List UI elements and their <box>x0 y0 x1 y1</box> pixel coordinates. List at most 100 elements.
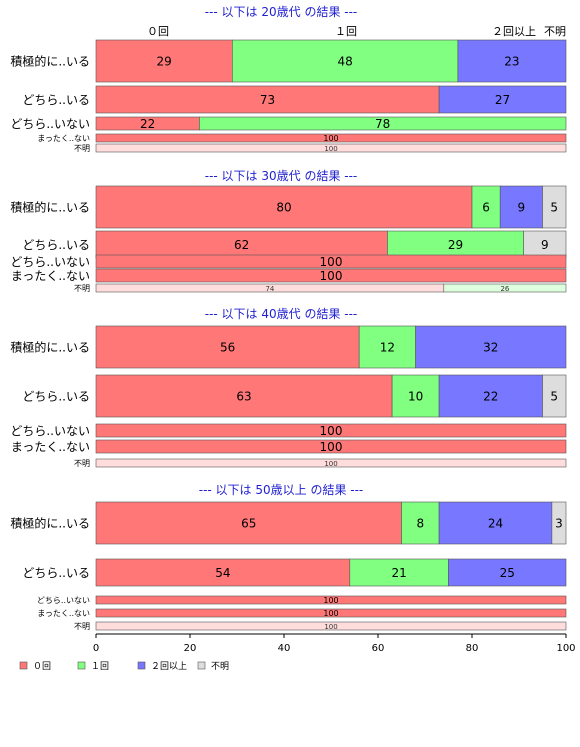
data-label: 62 <box>234 238 249 252</box>
data-label: 78 <box>375 117 390 131</box>
row-label: 積極的に..いる <box>10 54 90 69</box>
row-label: 積極的に..いる <box>10 200 90 215</box>
chart-panel: --- 以下は 30歳代 の結果 --- 積極的に..いる 80 6 9 5 どちら..いる… <box>10 169 567 293</box>
data-label: 9 <box>541 238 549 252</box>
bar-segment <box>95 325 360 369</box>
data-label: 100 <box>323 609 338 618</box>
legend-swatch <box>19 661 28 670</box>
data-label: 80 <box>276 201 291 215</box>
bar-segment <box>95 85 440 114</box>
data-label: 100 <box>320 424 343 438</box>
data-label: 21 <box>392 566 407 580</box>
bar-segment <box>499 185 543 229</box>
row-label: 不明 <box>74 144 90 153</box>
bar-segment <box>523 230 567 259</box>
row-label: 積極的に..いる <box>10 340 90 355</box>
bar-segment <box>95 143 567 153</box>
data-label: 100 <box>323 596 338 605</box>
row-label: まったく..ない <box>11 269 90 283</box>
data-label: 23 <box>504 55 519 69</box>
column-header: 不明 <box>544 25 566 38</box>
bar-segment <box>232 39 459 83</box>
x-tick-label: 80 <box>466 643 479 654</box>
column-header: １回 <box>335 25 357 38</box>
data-label: 6 <box>482 201 490 215</box>
bar-segment <box>95 133 567 143</box>
row-label: どちら..いない <box>10 117 90 131</box>
chart-panel: --- 以下は 50歳以上 の結果 --- 積極的に..いる 65 8 24 3 どちら..… <box>10 483 567 631</box>
bar-segment <box>95 608 567 618</box>
row-label: まったく..ない <box>37 134 90 143</box>
data-label: 63 <box>236 390 251 404</box>
data-label: 100 <box>320 440 343 454</box>
data-label: 100 <box>324 460 337 468</box>
data-label: 29 <box>157 55 172 69</box>
row-label: どちら..いる <box>22 390 90 404</box>
legend-label: １回 <box>91 661 109 672</box>
bar-segment <box>542 374 567 418</box>
panel-title: --- 以下は 30歳代 の結果 --- <box>205 169 358 183</box>
chart-panel: --- 以下は 40歳代 の結果 --- 積極的に..いる 56 12 32 どちら..い… <box>10 307 567 468</box>
bar-segment <box>95 595 567 605</box>
bar-segment <box>438 501 553 545</box>
row-label: どちら..いる <box>22 93 90 107</box>
panel-title: --- 以下は 40歳代 の結果 --- <box>205 307 358 321</box>
bar-segment <box>542 185 567 229</box>
bar-segment <box>95 254 567 269</box>
x-tick-label: 100 <box>556 643 575 654</box>
bar-segment <box>95 374 393 418</box>
row-label: どちら..いない <box>37 596 90 605</box>
bar-segment <box>457 39 567 83</box>
bar-segment <box>415 325 567 369</box>
bar-segment <box>358 325 416 369</box>
bar-segment <box>95 558 351 587</box>
row-label: まったく..ない <box>37 609 90 618</box>
bar-segment <box>95 39 233 83</box>
row-label: どちら..いる <box>22 566 90 580</box>
bar-segment <box>551 501 567 545</box>
data-label: 5 <box>550 201 558 215</box>
row-label: どちら..いる <box>22 238 90 252</box>
data-label: 9 <box>518 201 526 215</box>
x-tick-label: 40 <box>278 643 291 654</box>
row-label: どちら..いない <box>10 424 90 438</box>
data-label: 22 <box>483 390 498 404</box>
bar-segment <box>95 458 567 468</box>
row-label: 不明 <box>74 284 90 293</box>
data-label: 100 <box>324 623 337 631</box>
data-label: 32 <box>483 341 498 355</box>
bar-segment <box>401 501 440 545</box>
data-label: 100 <box>323 134 338 143</box>
data-label: 48 <box>337 55 352 69</box>
legend-swatch <box>137 661 146 670</box>
bar-segment <box>438 374 543 418</box>
data-label: 65 <box>241 517 256 531</box>
bar-segment <box>391 374 440 418</box>
bar-segment <box>349 558 449 587</box>
data-label: 10 <box>408 390 423 404</box>
bar-segment <box>95 439 567 454</box>
x-tick-label: 60 <box>372 643 385 654</box>
row-label: まったく..ない <box>11 440 90 454</box>
bar-segment <box>95 185 473 229</box>
bar-segment <box>387 230 524 259</box>
column-header: ２回以上 <box>492 25 536 38</box>
data-label: 100 <box>320 269 343 283</box>
data-label: 100 <box>320 255 343 269</box>
data-label: 22 <box>140 117 155 131</box>
legend-label: 不明 <box>211 661 229 672</box>
bar-segment <box>443 283 567 293</box>
data-label: 100 <box>324 145 337 153</box>
data-label: 73 <box>260 93 275 107</box>
legend-label: ２回以上 <box>151 661 187 672</box>
panel-title: --- 以下は 50歳以上 の結果 --- <box>199 483 364 497</box>
data-label: 25 <box>500 566 515 580</box>
data-label: 74 <box>265 285 274 293</box>
row-label: 不明 <box>74 622 90 631</box>
row-label: 積極的に..いる <box>10 516 90 531</box>
bar-segment <box>438 85 567 114</box>
data-label: 29 <box>448 238 463 252</box>
data-label: 12 <box>380 341 395 355</box>
bar-segment <box>199 116 567 131</box>
